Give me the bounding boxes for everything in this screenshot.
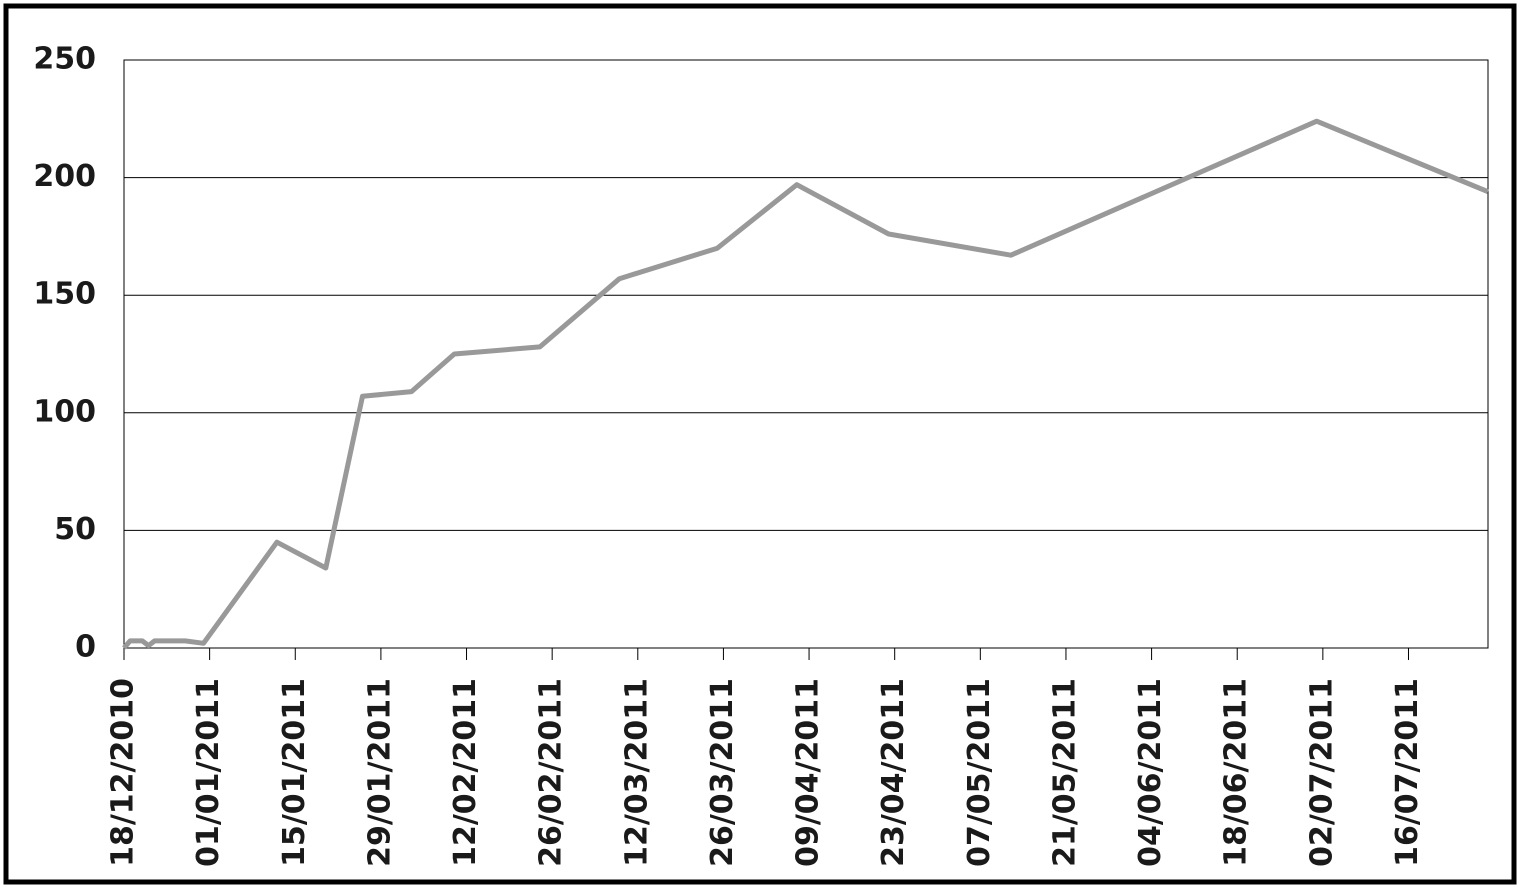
x-tick-label: 29/01/2011 [362, 678, 397, 867]
x-tick-label: 07/05/2011 [962, 678, 997, 867]
y-tick-label: 250 [33, 42, 96, 77]
x-tick-label: 21/05/2011 [1047, 678, 1082, 867]
x-tick-label: 16/07/2011 [1390, 678, 1425, 867]
y-tick-label: 200 [33, 159, 96, 194]
y-tick-label: 0 [75, 630, 96, 665]
x-tick-label: 04/06/2011 [1133, 678, 1168, 867]
y-tick-label: 100 [33, 394, 96, 429]
x-tick-label: 23/04/2011 [876, 678, 911, 867]
x-tick-label: 02/07/2011 [1304, 678, 1339, 867]
x-tick-label: 26/03/2011 [705, 678, 740, 867]
x-tick-label: 09/04/2011 [791, 678, 826, 867]
x-tick-label: 01/01/2011 [191, 678, 226, 867]
x-tick-label: 12/02/2011 [448, 678, 483, 867]
frame [3, 3, 1517, 885]
data-line [122, 118, 1489, 650]
x-tick-label: 18/06/2011 [1219, 678, 1254, 867]
x-tick-label: 12/03/2011 [619, 678, 654, 867]
x-tick-label: 26/02/2011 [534, 678, 569, 867]
x-tick-label: 18/12/2010 [106, 678, 141, 867]
x-tick-label: 15/01/2011 [277, 678, 312, 867]
y-tick-label: 150 [33, 277, 96, 312]
y-tick-label: 50 [54, 512, 96, 547]
